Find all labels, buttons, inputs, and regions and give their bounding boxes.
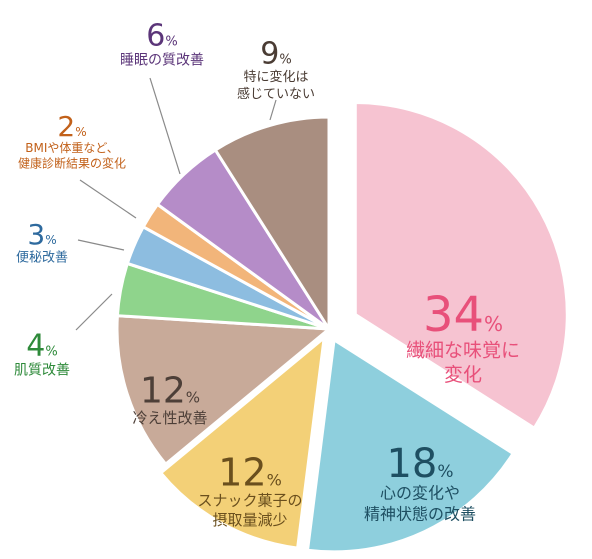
slice-value-label: 18% — [386, 441, 453, 487]
leader-line — [77, 239, 125, 251]
slice-category-label: 繊細な味覚に — [406, 339, 520, 361]
slice-category-label: 感じていない — [237, 86, 315, 102]
slice-value-label: 34% — [423, 287, 503, 343]
slice-value-label: 3% — [27, 218, 56, 251]
pie-slice — [305, 337, 516, 554]
slice-category-label: 特に変化は — [243, 69, 308, 85]
pie-slice — [158, 334, 327, 550]
slice-category-label: 肌質改善 — [14, 362, 70, 378]
slice-value-label: 9% — [260, 37, 291, 72]
slice-category-label: スナック菓子の — [197, 492, 302, 510]
slice-category-label: 心の変化や — [380, 484, 460, 503]
slice-value-label: 4% — [26, 329, 57, 364]
slice-category-label: 変化 — [444, 364, 482, 386]
pie-slice — [115, 314, 333, 467]
slice-value-label: 6% — [146, 19, 177, 54]
slice-value-label: 12% — [218, 450, 282, 494]
leader-line — [79, 179, 137, 219]
leader-line — [75, 293, 113, 331]
slice-category-label: 冷え性改善 — [132, 409, 207, 427]
slice-value-label: 12% — [140, 371, 200, 412]
pie-slice — [213, 115, 331, 335]
slice-category-label: 便秘改善 — [16, 249, 68, 265]
slice-category-label: 精神状態の改善 — [364, 504, 476, 523]
slice-value-label: 2% — [57, 110, 86, 143]
pie-slice — [353, 101, 569, 431]
slice-category-label: BMIや体重など、 — [25, 141, 119, 155]
slice-category-label: 睡眠の質改善 — [120, 52, 204, 68]
leader-line — [269, 99, 277, 121]
slice-category-label: 健康診断結果の変化 — [18, 156, 126, 171]
leader-line — [149, 77, 181, 175]
slice-category-label: 摂取量減少 — [212, 511, 287, 529]
